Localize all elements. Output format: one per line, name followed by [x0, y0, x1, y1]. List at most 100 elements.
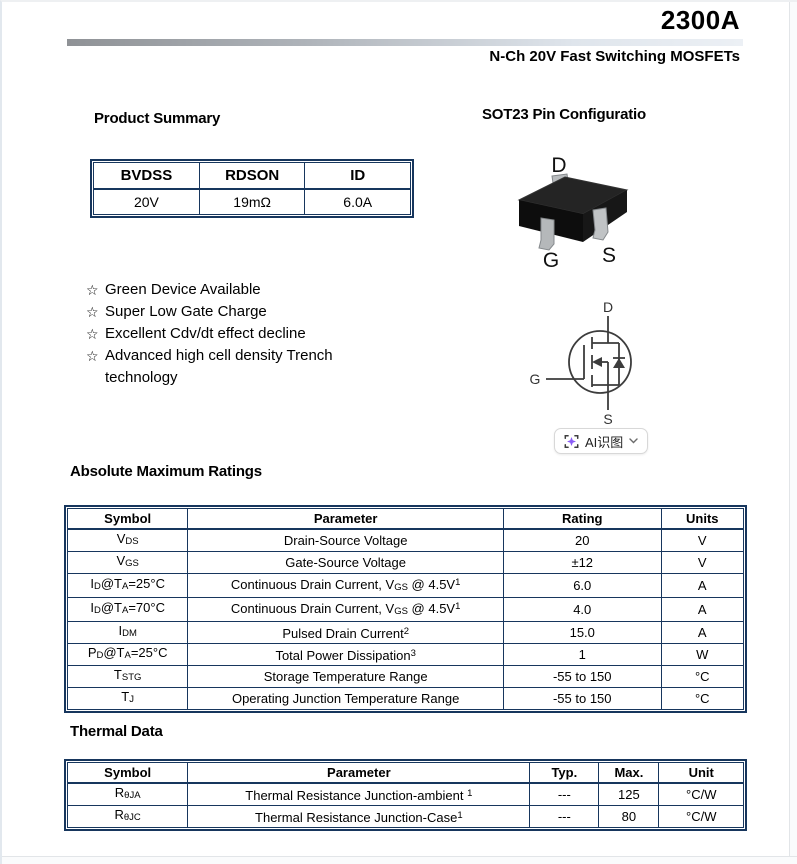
parameter-cell: Storage Temperature Range [187, 665, 504, 688]
units-cell: V [660, 528, 744, 552]
table-row: RθJC Thermal Resistance Junction-Case1 -… [66, 805, 744, 828]
typ-cell: --- [529, 782, 600, 806]
symbol-cell: IDM [66, 621, 189, 644]
title-divider [67, 39, 743, 46]
table-header-row: Symbol Parameter Rating Units [66, 508, 744, 530]
units-cell: °C [660, 665, 744, 688]
absolute-maximum-ratings-table: Symbol Parameter Rating Units VDS Drain-… [64, 505, 747, 713]
ai-scan-icon [564, 434, 579, 448]
mosfet-schematic-symbol: D G S [530, 299, 632, 427]
features-list: ☆ Green Device Available ☆ Super Low Gat… [86, 279, 386, 389]
table-row: ID@TA=25°C Continuous Drain Current, VGS… [66, 573, 744, 598]
rating-cell: 6.0 [503, 573, 662, 598]
column-header: BVDSS [93, 162, 200, 190]
column-header: Rating [503, 508, 662, 530]
symbol-cell: VDS [66, 528, 189, 552]
symbol-pin-label-source: S [603, 411, 612, 427]
parameter-cell: Pulsed Drain Current2 [187, 621, 504, 644]
part-number-title: 2300A [660, 5, 740, 35]
rdson-value: 19mΩ [198, 188, 306, 215]
units-cell: V [660, 551, 744, 574]
page-bottom-edge [2, 856, 797, 864]
typ-cell: --- [529, 805, 600, 828]
parameter-cell: Continuous Drain Current, VGS @ 4.5V1 [187, 597, 504, 622]
rating-cell: -55 to 150 [503, 687, 662, 710]
parameter-cell: Total Power Dissipation3 [187, 643, 504, 666]
body-diode [613, 358, 625, 368]
rating-cell: -55 to 150 [503, 665, 662, 688]
symbol-cell: ID@TA=70°C [66, 597, 189, 622]
thermal-data-table: Symbol Parameter Typ. Max. Unit RθJA The… [64, 759, 747, 831]
symbol-cell: TSTG [66, 665, 189, 688]
parameter-cell: Continuous Drain Current, VGS @ 4.5V1 [187, 573, 504, 598]
table-row: 20V 19mΩ 6.0A [93, 188, 411, 215]
table-header-row: Symbol Parameter Typ. Max. Unit [66, 762, 744, 784]
max-cell: 80 [598, 805, 660, 828]
table-row: TSTG Storage Temperature Range -55 to 15… [66, 665, 744, 688]
ai-button-label: AI识图 [585, 434, 624, 450]
list-item: ☆ Super Low Gate Charge [86, 301, 386, 323]
parameter-cell: Gate-Source Voltage [187, 551, 504, 574]
parameter-cell: Thermal Resistance Junction-ambient 1 [187, 782, 531, 806]
table-row: IDM Pulsed Drain Current2 15.0 A [66, 621, 744, 644]
symbol-cell: RθJA [66, 782, 189, 806]
symbol-cell: RθJC [66, 805, 189, 828]
gate-lead [538, 217, 555, 251]
parameter-cell: Operating Junction Temperature Range [187, 687, 504, 710]
product-summary-heading: Product Summary [94, 110, 221, 127]
units-cell: °C [660, 687, 744, 710]
column-header: Parameter [187, 508, 504, 530]
package-pin-label-gate: G [543, 249, 559, 272]
parameter-cell: Thermal Resistance Junction-Case1 [187, 805, 531, 828]
feature-text: Super Low Gate Charge [105, 303, 267, 320]
unit-cell: °C/W [658, 782, 744, 806]
ai-image-recognition-button[interactable]: AI识图 [554, 428, 649, 454]
sot23-package-image: D G S [517, 154, 629, 272]
rating-cell: 20 [503, 528, 662, 552]
table-row: PD@TA=25°C Total Power Dissipation3 1 W [66, 643, 744, 666]
unit-cell: °C/W [658, 805, 744, 828]
table-row: TJ Operating Junction Temperature Range … [66, 687, 744, 710]
symbol-cell: VGS [66, 551, 189, 574]
column-header: Parameter [187, 762, 531, 784]
parameter-cell: Drain-Source Voltage [187, 528, 504, 552]
units-cell: A [660, 573, 744, 598]
rating-cell: 15.0 [503, 621, 662, 644]
symbol-pin-label-gate: G [530, 371, 541, 387]
max-cell: 125 [598, 782, 660, 806]
column-header: Units [660, 508, 744, 530]
star-bullet-icon: ☆ [86, 348, 99, 364]
subtitle: N-Ch 20V Fast Switching MOSFETs [489, 48, 740, 65]
table-row: RθJA Thermal Resistance Junction-ambient… [66, 782, 744, 806]
thermal-data-heading: Thermal Data [70, 723, 163, 740]
column-header: Symbol [66, 762, 189, 784]
column-header: RDSON [198, 162, 306, 190]
table-row: VDS Drain-Source Voltage 20 V [66, 528, 744, 552]
absolute-maximum-ratings-heading: Absolute Maximum Ratings [70, 463, 262, 480]
table-row: VGS Gate-Source Voltage ±12 V [66, 551, 744, 574]
list-item: ☆ Advanced high cell density Trench tech… [86, 345, 386, 389]
pin-configuration-heading: SOT23 Pin Configuratio [482, 106, 646, 123]
chevron-down-icon [629, 438, 638, 444]
column-header: Typ. [529, 762, 600, 784]
list-item: ☆ Green Device Available [86, 279, 386, 301]
star-bullet-icon: ☆ [86, 282, 99, 298]
symbol-cell: PD@TA=25°C [66, 643, 189, 666]
list-item: ☆ Excellent Cdv/dt effect decline [86, 323, 386, 345]
page-right-edge [789, 2, 797, 864]
symbol-cell: ID@TA=25°C [66, 573, 189, 598]
product-summary-table: BVDSS RDSON ID 20V 19mΩ 6.0A [90, 159, 414, 218]
column-header: ID [304, 162, 411, 190]
id-value: 6.0A [304, 188, 411, 215]
package-pin-label-source: S [602, 244, 616, 267]
package-pin-label-drain: D [551, 154, 566, 177]
units-cell: A [660, 597, 744, 622]
column-header: Symbol [66, 508, 189, 530]
symbol-pin-label-drain: D [603, 299, 613, 315]
feature-text: Advanced high cell density Trench techno… [105, 347, 333, 386]
column-header: Max. [598, 762, 660, 784]
source-lead [592, 207, 609, 241]
body-arrow [592, 357, 602, 367]
star-bullet-icon: ☆ [86, 326, 99, 342]
symbol-cell: TJ [66, 687, 189, 710]
